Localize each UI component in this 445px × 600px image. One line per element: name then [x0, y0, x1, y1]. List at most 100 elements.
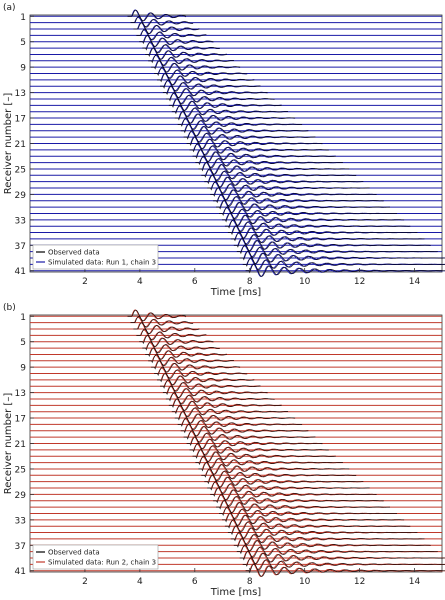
observed-trace [201, 468, 357, 481]
simulated-trace [165, 393, 275, 404]
observed-trace [139, 335, 214, 347]
observed-trace [242, 257, 445, 271]
y-tick-label: 13 [15, 389, 26, 399]
x-tick-label: 12 [354, 577, 365, 587]
y-tick-label: 9 [20, 364, 26, 374]
panel-label: (b) [3, 303, 16, 313]
x-tick-label: 6 [192, 277, 198, 287]
observed-trace [151, 360, 241, 373]
observed-trace [198, 462, 350, 475]
observed-trace [171, 404, 288, 418]
observed-trace [207, 181, 370, 194]
observed-trace [233, 238, 431, 252]
observed-trace [154, 66, 248, 79]
x-tick-label: 10 [299, 577, 311, 587]
observed-trace [195, 155, 343, 169]
observed-trace [165, 392, 275, 405]
panel-label: (a) [3, 3, 16, 13]
observed-trace [180, 423, 309, 437]
observed-trace [174, 111, 296, 124]
y-tick-label: 37 [15, 242, 26, 252]
y-tick-label: 41 [15, 267, 26, 277]
simulated-trace [157, 72, 255, 86]
observed-trace [168, 98, 282, 111]
observed-trace [195, 455, 343, 469]
observed-trace [183, 130, 316, 143]
observed-trace [224, 519, 411, 533]
observed-trace [139, 35, 214, 47]
observed-trace [204, 174, 364, 188]
observed-trace [192, 149, 336, 162]
observed-trace [233, 538, 431, 552]
y-tick-label: 25 [15, 465, 26, 475]
legend-label-observed: Observed data [48, 249, 100, 257]
observed-trace [219, 506, 397, 520]
legend: Observed data Simulated data: Run 2, chai… [32, 544, 159, 570]
legend-label-observed: Observed data [48, 549, 100, 557]
observed-trace [130, 316, 194, 328]
y-tick-label: 33 [15, 216, 26, 226]
observed-trace [136, 328, 207, 341]
y-tick-label: 1 [20, 313, 26, 323]
observed-trace [219, 206, 397, 220]
simulated-trace [198, 161, 350, 175]
simulated-trace [157, 372, 255, 386]
y-axis-label: Receiver number [–] [3, 93, 14, 195]
y-tick-label: 5 [20, 38, 26, 48]
y-tick-label: 41 [15, 567, 26, 577]
simulated-trace [142, 342, 220, 353]
observed-trace [160, 79, 261, 92]
chart-panel-1: (a) 2 4 6 8 10 12 14 1 5 9 13 17 21 25 29 33 37 41 Time [ms… [3, 3, 445, 298]
y-tick-label: 17 [15, 415, 26, 425]
y-tick-label: 21 [15, 440, 26, 450]
observed-trace [127, 309, 187, 322]
observed-trace [227, 525, 418, 539]
simulated-trace [183, 131, 316, 143]
y-axis-label: Receiver number [–] [3, 393, 14, 495]
observed-trace [183, 430, 316, 443]
observed-trace [154, 366, 248, 379]
observed-trace [171, 104, 288, 118]
x-tick-label: 6 [192, 577, 198, 587]
simulated-trace [165, 93, 275, 104]
y-tick-label: 25 [15, 165, 26, 175]
y-tick-label: 5 [20, 338, 26, 348]
observed-trace [242, 557, 445, 571]
simulated-trace [127, 309, 187, 322]
observed-trace [236, 244, 438, 258]
y-tick-label: 21 [15, 140, 26, 150]
x-tick-label: 12 [354, 277, 365, 287]
simulated-trace [162, 385, 268, 399]
observed-trace [157, 373, 255, 386]
observed-trace [157, 73, 255, 86]
observed-trace [180, 123, 309, 137]
x-tick-label: 14 [409, 277, 421, 287]
observed-trace [174, 411, 296, 424]
observed-trace [224, 219, 411, 233]
chart-panel-2: (b) 2 4 6 8 10 12 14 1 5 9 13 17 21 25 29 33 37 41 Time [ms… [3, 303, 445, 598]
observed-trace [133, 22, 200, 34]
observed-trace [227, 225, 418, 239]
simulated-trace [162, 85, 268, 99]
observed-trace [177, 117, 303, 130]
simulated-trace [127, 9, 187, 22]
observed-trace [210, 487, 377, 501]
observed-trace [236, 544, 438, 558]
x-tick-label: 8 [247, 277, 253, 287]
observed-trace [213, 493, 384, 507]
observed-trace [239, 551, 445, 564]
observed-trace [213, 193, 384, 207]
observed-trace [127, 9, 187, 22]
observed-trace [151, 60, 241, 73]
observed-trace [186, 436, 323, 450]
simulated-trace [183, 431, 316, 443]
y-tick-label: 29 [15, 191, 27, 201]
observed-trace [192, 449, 336, 462]
observed-trace [189, 443, 329, 456]
observed-trace [204, 474, 364, 488]
y-tick-label: 29 [15, 491, 27, 501]
legend-label-simulated: Simulated data: Run 2, chain 3 [48, 559, 156, 567]
x-tick-label: 14 [409, 577, 421, 587]
observed-trace [189, 143, 329, 156]
